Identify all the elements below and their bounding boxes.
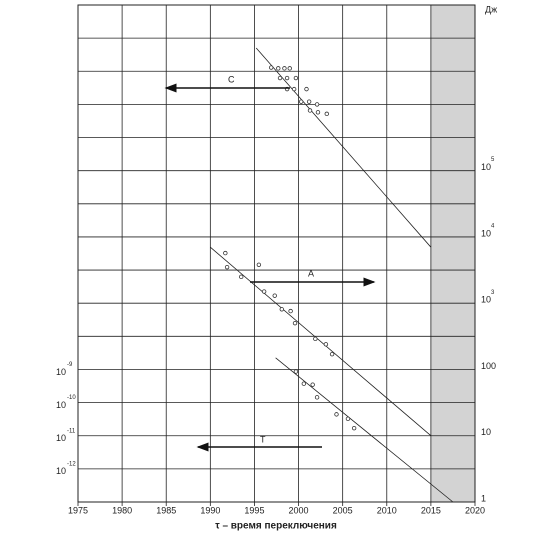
data-point: [313, 336, 318, 342]
data-point: [314, 102, 320, 107]
trend-line: [275, 357, 454, 503]
data-point: [287, 66, 292, 71]
y-unit: Дж: [485, 4, 497, 14]
data-point: [324, 111, 329, 117]
series-label: C: [228, 74, 235, 84]
x-tick-label: 1975: [68, 505, 88, 515]
data-point: [310, 382, 315, 387]
x-tick-label: 2000: [289, 505, 309, 515]
y2-tick-label: 10: [56, 400, 66, 410]
data-point: [269, 65, 274, 70]
data-point: [282, 66, 287, 71]
data-point: [277, 75, 283, 81]
y-tick-label: 10: [481, 295, 491, 305]
series-label: T: [260, 434, 266, 444]
data-point: [307, 108, 313, 113]
data-point: [292, 320, 298, 326]
data-point: [334, 412, 339, 417]
data-point: [288, 308, 293, 314]
shaded-region: [430, 5, 475, 502]
x-tick-label: 2010: [377, 505, 397, 515]
data-point: [256, 262, 262, 267]
data-point: [272, 293, 277, 298]
x-tick-label: 1980: [112, 505, 132, 515]
x-axis-title: τ – время переключения: [215, 521, 337, 532]
y-tick-label: 10: [481, 427, 491, 437]
data-point: [261, 289, 267, 294]
y2-tick-label: 10: [56, 367, 66, 377]
data-point: [223, 250, 228, 256]
x-tick-label: 1985: [156, 505, 176, 515]
data-point: [329, 351, 335, 357]
y2-tick-label: 10: [56, 433, 66, 443]
x-tick-label: 1995: [244, 505, 264, 515]
y-tick-exponent: 3: [491, 290, 495, 296]
data-point: [314, 395, 320, 400]
y2-tick-exponent: -9: [67, 362, 73, 368]
y2-tick-exponent: -11: [67, 428, 76, 434]
series-label: A: [308, 268, 314, 278]
trend-line: [255, 47, 432, 248]
y2-tick-exponent: -12: [67, 461, 76, 467]
x-tick-label: 2005: [333, 505, 353, 515]
x-tick-label: 2015: [421, 505, 441, 515]
data-point: [284, 75, 290, 81]
data-point: [291, 86, 297, 92]
data-point: [299, 99, 304, 104]
data-point: [351, 425, 357, 431]
y-tick-exponent: 4: [491, 224, 495, 230]
trend-line: [210, 246, 432, 437]
x-tick-label: 1990: [200, 505, 220, 515]
y-tick-label: 1: [481, 493, 486, 503]
data-point: [293, 369, 299, 374]
y2-tick-exponent: -10: [67, 395, 76, 401]
y-tick-label: 100: [481, 361, 496, 371]
y2-tick-label: 10: [56, 466, 66, 476]
data-point: [293, 75, 299, 81]
data-point: [315, 110, 321, 115]
data-point: [323, 342, 329, 347]
data-point: [276, 66, 281, 71]
data-point: [279, 307, 284, 312]
data-point: [306, 99, 312, 104]
data-point: [239, 274, 244, 280]
y-tick-exponent: 5: [491, 157, 495, 163]
data-point: [304, 86, 309, 92]
data-point: [345, 416, 351, 422]
y-tick-label: 10: [481, 228, 491, 238]
plot-border: [77, 4, 476, 503]
data-point: [224, 264, 230, 270]
data-point: [301, 381, 307, 386]
x-tick-label: 2020: [465, 505, 485, 515]
y-tick-label: 10: [481, 162, 491, 172]
